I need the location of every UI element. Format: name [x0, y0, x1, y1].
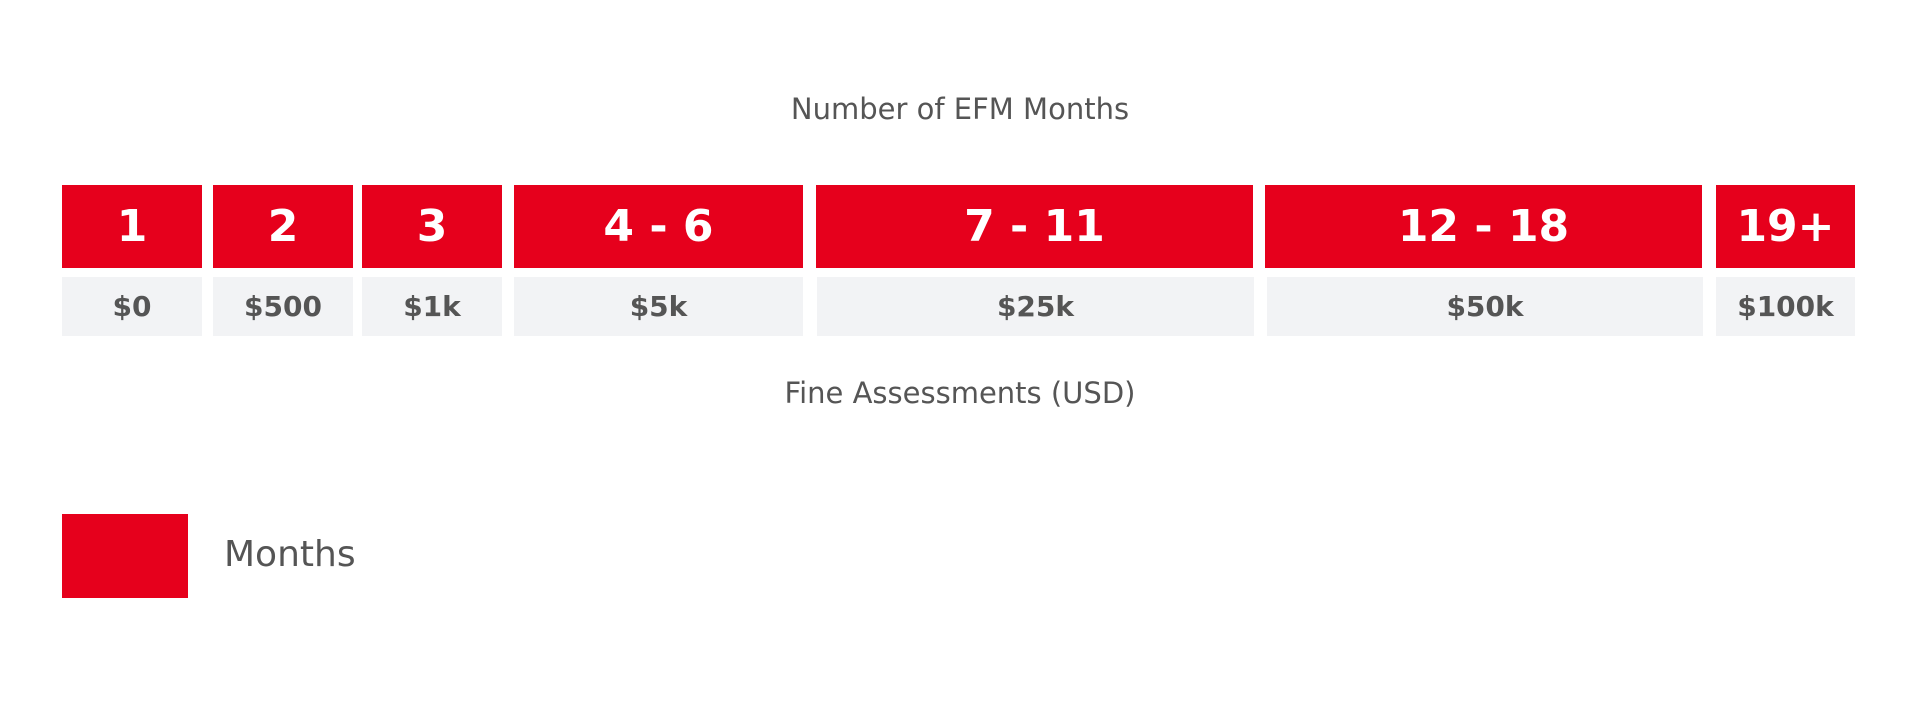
months-cell: 4 - 6: [514, 185, 803, 268]
fine-cell: $50k: [1267, 277, 1703, 336]
months-cell: 1: [62, 185, 202, 268]
legend-label: Months: [224, 534, 356, 575]
months-cell: 3: [362, 185, 502, 268]
legend-swatch: [62, 514, 188, 598]
months-cell: 2: [213, 185, 353, 268]
title: Number of EFM Months: [790, 92, 1130, 126]
fine-cell: $500: [213, 277, 353, 336]
fine-cell: $5k: [514, 277, 803, 336]
months-cell: 12 - 18: [1265, 185, 1702, 268]
fine-cell: $25k: [817, 277, 1254, 336]
fine-cell: $1k: [362, 277, 502, 336]
fine-cell: $0: [62, 277, 202, 336]
months-cell: 7 - 11: [816, 185, 1253, 268]
fine-cell: $100k: [1716, 277, 1855, 336]
months-cell: 19+: [1716, 185, 1855, 268]
footer: Fine Assessments (USD): [784, 376, 1136, 410]
